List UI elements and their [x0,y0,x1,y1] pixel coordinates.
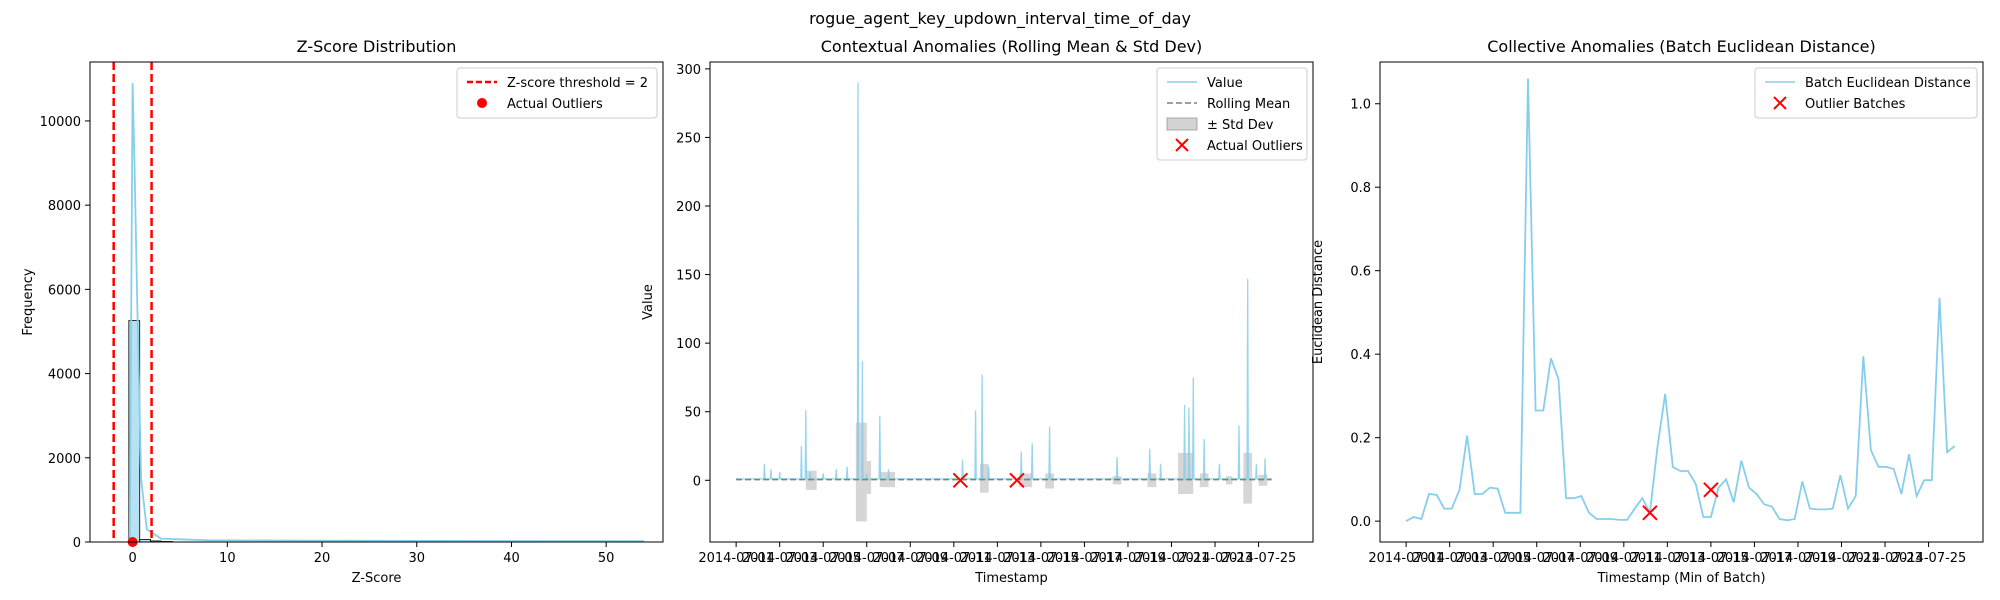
legend-label: Value [1207,76,1243,91]
y-tick-label: 0.0 [1350,515,1371,530]
x-tick-label: 2014-07-15 [1673,551,1749,566]
y-tick-label: 200 [676,200,701,215]
x-tick-label: 2014-07-07 [829,551,905,566]
panel-title: Contextual Anomalies (Rolling Mean & Std… [821,37,1203,56]
std-dev-band [879,472,896,488]
batch-distance-line [1405,78,1956,522]
x-axis-label: Z-Score [352,571,402,586]
x-axis-label: Timestamp (Min of Batch) [1596,571,1765,586]
legend-label: Batch Euclidean Distance [1805,76,1971,91]
y-tick-label: 6000 [48,283,81,298]
x-tick-label: 2014-07-19 [1090,551,1166,566]
legend-swatch-x [1773,96,1787,110]
axes-frame [709,61,1314,543]
legend-label: Actual Outliers [507,97,603,112]
axes-frame [89,61,664,543]
y-axis-label: Euclidean Distance [1311,240,1326,364]
std-dev-band [1225,476,1233,485]
legend-swatch-x [1175,138,1189,152]
x-tick-label: 2014-07-19 [1760,551,1836,566]
x-tick-label: 2014-07-23 [1177,551,1253,566]
legend-box [456,67,658,119]
legend-swatch-patch [1166,117,1198,131]
y-tick-label: 0.4 [1350,348,1371,363]
y-tick-label: 0 [693,474,701,489]
y-tick-label: 0.6 [1350,265,1371,280]
panel-title: Collective Anomalies (Batch Euclidean Di… [1487,37,1876,56]
legend-label: Actual Outliers [1207,139,1303,154]
legend-label: Outlier Batches [1805,97,1906,112]
x-tick-label: 2014-07-13 [960,551,1036,566]
x-tick-label: 2014-07-05 [785,551,861,566]
legend-box [1754,67,1978,119]
y-tick-label: 0 [73,536,81,551]
y-axis-label: Frequency [21,268,36,335]
std-dev-band [1045,473,1054,489]
legend-box [1156,67,1308,161]
x-tick-label: 40 [503,551,520,566]
x-tick-label: 2014-07-17 [1047,551,1123,566]
std-dev-band [866,461,872,494]
x-tick-label: 2014-07-25 [1221,551,1297,566]
y-tick-label: 0.2 [1350,432,1371,447]
legend-label: Rolling Mean [1207,97,1290,112]
x-tick-label: 30 [408,551,425,566]
figure-suptitle: rogue_agent_key_updown_interval_time_of_… [809,9,1191,29]
legend-label: Z-score threshold = 2 [507,76,648,91]
x-tick-label: 2014-07-11 [1586,551,1662,566]
x-tick-label: 2014-07-17 [1717,551,1793,566]
x-tick-label: 2014-07-09 [1542,551,1618,566]
y-tick-label: 1.0 [1350,98,1371,113]
outlier-batch-marker [1642,505,1658,521]
x-tick-label: 0 [128,551,136,566]
y-tick-label: 100 [676,337,701,352]
chart-panel-1: Z-Score Distribution Z-Score Frequency 0 10 2… [21,37,664,586]
x-axis-label: Timestamp [974,571,1048,586]
x-tick-label: 2014-07-07 [1499,551,1575,566]
chart-panel-3: Collective Anomalies (Batch Euclidean Di… [1311,37,1984,586]
x-tick-label: 2014-07-03 [1412,551,1488,566]
x-tick-label: 2014-07-11 [916,551,992,566]
x-tick-label: 50 [598,551,615,566]
kde-line [128,83,645,543]
std-dev-band [979,463,989,493]
y-tick-label: 10000 [40,115,81,130]
x-tick-label: 20 [314,551,331,566]
y-tick-label: 0.8 [1350,181,1371,196]
x-tick-label: 2014-07-25 [1891,551,1967,566]
y-tick-label: 250 [676,131,701,146]
outlier-marker [952,472,969,488]
y-tick-label: 50 [684,406,701,421]
y-tick-label: 4000 [48,368,81,383]
chart-panel-2: Contextual Anomalies (Rolling Mean & Std… [641,37,1314,586]
y-tick-label: 300 [676,63,701,78]
x-tick-label: 2014-07-15 [1003,551,1079,566]
value-series-line [736,82,1272,480]
outlier-marker [1009,472,1025,488]
axes-frame [1379,61,1984,543]
x-tick-label: 2014-07-05 [1455,551,1531,566]
x-tick-label: 2014-07-01 [698,551,774,566]
y-tick-label: 2000 [48,452,81,467]
panel-title: Z-Score Distribution [297,37,457,56]
legend-label: ± Std Dev [1207,118,1274,133]
y-axis-label: Value [641,284,656,320]
y-tick-label: 8000 [48,199,81,214]
outlier-batch-marker [1703,482,1719,498]
legend-swatch-dot [477,98,487,108]
x-tick-label: 2014-07-13 [1630,551,1706,566]
x-tick-label: 2014-07-01 [1368,551,1444,566]
x-tick-label: 10 [219,551,236,566]
x-tick-label: 2014-07-23 [1847,551,1923,566]
x-tick-label: 2014-07-03 [742,551,818,566]
y-tick-label: 150 [676,269,701,284]
x-tick-label: 2014-07-21 [1134,551,1210,566]
x-tick-label: 2014-07-21 [1804,551,1880,566]
x-tick-label: 2014-07-09 [872,551,948,566]
